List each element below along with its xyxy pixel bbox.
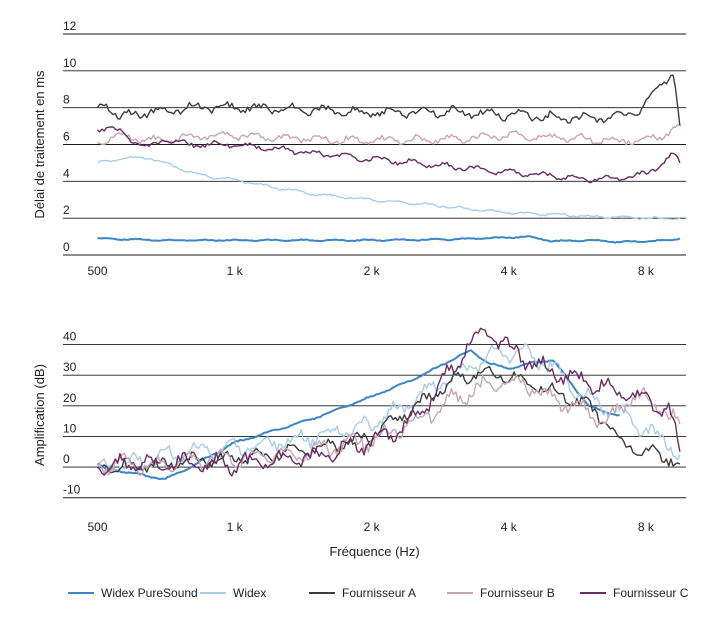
legend-swatch [68, 592, 94, 594]
y-axis-title: Délai de traitement en ms [32, 70, 47, 219]
series-line-1 [97, 349, 620, 480]
y-tick-label: 6 [63, 130, 70, 144]
legend-swatch [309, 592, 335, 594]
x-tick-label: 4 k [501, 520, 518, 534]
x-tick-label: 8 k [638, 520, 655, 534]
chart-canvas: 0 2 4 6 8 10 12 500 1 k 2 k 4 k 8 k Délai de traitem… [32, 19, 686, 559]
series-line-5 [97, 126, 681, 184]
y-tick-label: 40 [63, 330, 77, 344]
legend-swatch [447, 592, 473, 594]
y-tick-label: 8 [63, 93, 70, 107]
legend-label: Widex [233, 586, 267, 600]
legend-label: Fournisseur B [480, 586, 555, 600]
legend-item: Fournisseur B [447, 583, 555, 603]
x-tick-label: 4 k [501, 264, 518, 278]
series-line-3 [97, 365, 681, 474]
legend-item: Fournisseur A [309, 583, 416, 603]
series-line-3 [96, 74, 681, 127]
y-tick-label: 2 [63, 203, 70, 217]
chart-panel-2: -10 0 10 20 30 40 500 1 k 2 k 4 k 8 k Amplification… [32, 327, 686, 559]
legend-swatch [580, 592, 606, 594]
x-tick-label: 1 k [227, 520, 244, 534]
series-line-2 [97, 155, 681, 221]
chart-legend: Widex PureSound Widex Fournisseur A Fournis… [0, 583, 712, 603]
x-tick-label: 8 k [638, 264, 655, 278]
x-tick-label: 2 k [364, 520, 381, 534]
y-axis-title: Amplification (dB) [32, 364, 47, 466]
y-tick-label: 10 [63, 421, 77, 435]
legend-item: Widex [200, 583, 266, 603]
series-line-4 [96, 374, 681, 476]
y-tick-label: 30 [63, 360, 77, 374]
y-tick-label: 20 [63, 391, 77, 405]
x-axis-title: Fréquence (Hz) [329, 544, 419, 559]
y-tick-label: 0 [63, 452, 70, 466]
series-line-1 [97, 235, 681, 244]
y-tick-label: -10 [63, 483, 81, 497]
series-line-5 [97, 327, 681, 477]
y-tick-label: 10 [63, 56, 77, 70]
x-tick-label: 500 [87, 264, 107, 278]
legend-item: Fournisseur C [580, 583, 688, 603]
legend-swatch [200, 592, 226, 594]
x-tick-label: 1 k [227, 264, 244, 278]
legend-item: Widex PureSound [68, 583, 198, 603]
y-tick-label: 12 [63, 19, 77, 33]
series-line-2 [96, 343, 681, 473]
chart-panel-1: 0 2 4 6 8 10 12 500 1 k 2 k 4 k 8 k Délai de traitem… [32, 19, 686, 278]
x-tick-label: 500 [87, 520, 107, 534]
x-tick-label: 2 k [364, 264, 381, 278]
legend-label: Fournisseur C [613, 586, 689, 600]
legend-label: Fournisseur A [342, 586, 417, 600]
y-tick-label: 4 [63, 166, 70, 180]
series-line-4 [97, 123, 681, 146]
y-tick-label: 0 [63, 240, 70, 254]
legend-label: Widex PureSound [101, 586, 198, 600]
